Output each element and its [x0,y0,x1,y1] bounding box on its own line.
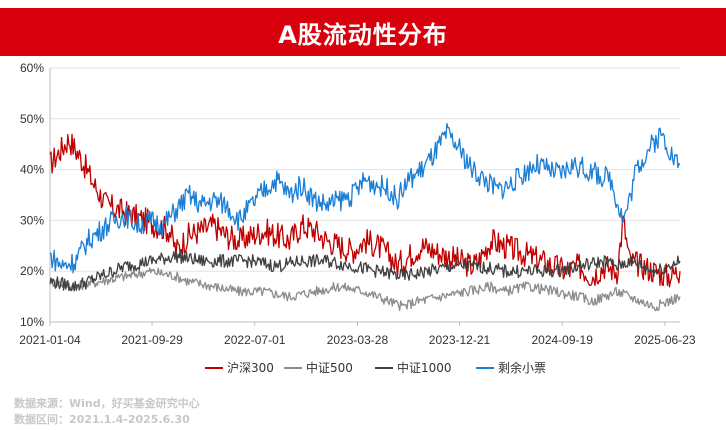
grid-lines [50,67,680,323]
legend-label: 中证1000 [397,360,452,375]
legend-label: 中证500 [306,360,353,375]
x-tick-label: 2023-12-21 [429,333,491,347]
footer-range: 数据区间：2021.1.4-2025.6.30 [14,413,190,426]
series-lines [49,122,681,312]
y-tick-label: 10% [20,315,44,329]
x-tick-label: 2021-09-29 [121,333,183,347]
x-tick-label: 2021-01-04 [19,333,81,347]
y-tick-label: 30% [20,213,44,227]
series-line-1 [49,267,681,312]
series-line-3 [49,122,681,274]
y-tick-label: 40% [20,163,44,177]
y-tick-label: 60% [20,61,44,75]
legend-label: 剩余小票 [498,360,546,375]
chart-title: A股流动性分布 [0,8,726,56]
x-axis: 2021-01-04 2021-09-29 2022-07-01 2023-03-28… [19,321,696,347]
x-tick-label: 2025-06-23 [634,333,696,347]
x-tick-label: 2022-07-01 [224,333,286,347]
x-tick-label: 2023-03-28 [327,333,389,347]
y-tick-label: 20% [20,264,44,278]
footer-source: 数据来源：Wind，好买基金研究中心 [14,397,200,410]
legend: 沪深300 中证500 中证1000 剩余小票 [205,360,546,375]
y-tick-label: 50% [20,112,44,126]
y-axis: 10% 20% 30% 40% 50% 60% [20,61,51,329]
x-tick-label: 2024-09-19 [531,333,593,347]
line-chart: 10%20%30%40%50%60% 2021-01-04 2021-09-29 2… [19,61,696,375]
legend-label: 沪深300 [227,361,274,375]
series-line-2 [49,249,681,292]
